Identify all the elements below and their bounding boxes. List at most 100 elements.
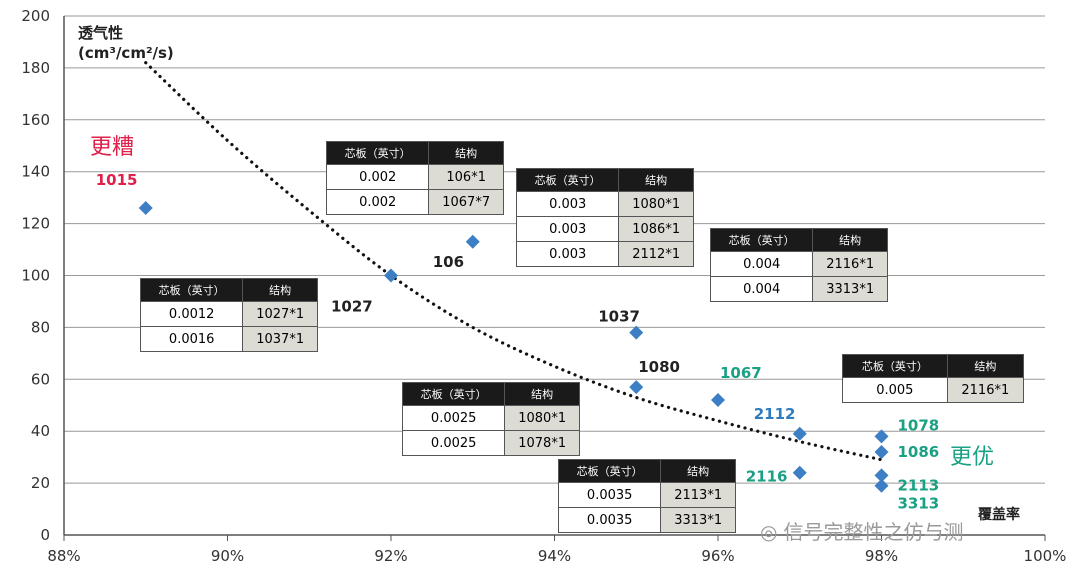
table-row: 0.0035 2113*1 bbox=[557, 482, 736, 508]
table-cell: 0.0025 bbox=[401, 405, 506, 431]
data-point-label: 1086 bbox=[898, 443, 940, 461]
x-tick-label: 96% bbox=[701, 547, 734, 565]
spec-table: 芯板（英寸） 结构 0.003 1080*1 0.003 1086*1 0.003 2112*… bbox=[515, 168, 694, 267]
table-cell: 0.003 bbox=[515, 216, 620, 242]
spec-table: 芯板（英寸） 结构 0.005 2116*1 bbox=[842, 354, 1025, 403]
table-row: 0.002 1067*7 bbox=[325, 189, 504, 215]
table-row: 0.0025 1080*1 bbox=[401, 405, 580, 431]
table-cell: 2113*1 bbox=[660, 482, 736, 508]
table-row: 0.004 3313*1 bbox=[709, 276, 888, 302]
data-point-marker bbox=[465, 234, 480, 249]
table-cell: 0.003 bbox=[515, 191, 620, 217]
data-point-marker bbox=[874, 478, 889, 493]
table-header-cell: 结构 bbox=[812, 228, 888, 252]
watermark: ◎ 信号完整性之仿与测 bbox=[760, 516, 963, 545]
y-axis-label-line2: (cm³/cm²/s) bbox=[78, 44, 174, 62]
grid-lines bbox=[63, 15, 1045, 536]
y-tick-label: 20 bbox=[31, 474, 50, 492]
data-point-marker bbox=[629, 325, 644, 340]
table-cell: 1080*1 bbox=[504, 405, 580, 431]
table-header-cell: 结构 bbox=[504, 382, 580, 406]
table-cell: 2116*1 bbox=[946, 377, 1025, 403]
table-cell: 0.002 bbox=[325, 164, 430, 190]
data-point-label: 1080 bbox=[638, 358, 680, 376]
table-cell: 0.005 bbox=[842, 377, 948, 403]
table-cell: 1067*7 bbox=[428, 189, 504, 215]
wechat-icon: ◎ bbox=[760, 520, 778, 544]
data-point-label: 1027 bbox=[331, 298, 373, 316]
x-tick-label: 88% bbox=[47, 547, 80, 565]
y-tick-label: 180 bbox=[21, 59, 50, 77]
table-header-cell: 芯板（英寸） bbox=[842, 354, 948, 378]
y-tick-label: 0 bbox=[40, 526, 50, 544]
data-point-label: 2112 bbox=[754, 405, 796, 423]
spec-table: 芯板（英寸） 结构 0.0035 2113*1 0.0035 3313*1 bbox=[557, 459, 736, 533]
y-tick-label: 40 bbox=[31, 422, 50, 440]
data-point-label: 1078 bbox=[898, 416, 940, 434]
table-header-cell: 结构 bbox=[660, 459, 736, 483]
data-point-marker bbox=[711, 393, 725, 408]
table-header-cell: 结构 bbox=[428, 141, 504, 165]
data-point-marker bbox=[138, 201, 153, 216]
table-cell: 0.002 bbox=[325, 189, 430, 215]
x-tick-labels: 88% 90% 92% 94% 96% 98% 100% bbox=[47, 535, 1066, 565]
x-tick-label: 90% bbox=[211, 547, 244, 565]
table-row: 0.005 2116*1 bbox=[842, 377, 1025, 403]
data-point-marker bbox=[384, 268, 398, 283]
y-tick-label: 160 bbox=[21, 111, 50, 129]
x-axis-label: 覆盖率 bbox=[978, 506, 1020, 523]
x-tick-label: 92% bbox=[374, 547, 407, 565]
table-cell: 1037*1 bbox=[242, 326, 318, 352]
table-cell: 2112*1 bbox=[618, 241, 694, 267]
x-tick-label: 100% bbox=[1024, 547, 1067, 565]
table-cell: 1078*1 bbox=[504, 430, 580, 456]
table-header-cell: 结构 bbox=[242, 278, 318, 302]
table-row: 0.0035 3313*1 bbox=[557, 507, 736, 533]
table-cell: 0.0035 bbox=[557, 507, 662, 533]
y-tick-label: 80 bbox=[31, 318, 50, 336]
y-tick-label: 60 bbox=[31, 370, 50, 388]
watermark-text: 信号完整性之仿与测 bbox=[783, 520, 964, 544]
data-points bbox=[138, 201, 889, 493]
table-cell: 3313*1 bbox=[660, 507, 736, 533]
x-tick-label: 98% bbox=[865, 547, 898, 565]
y-tick-label: 100 bbox=[21, 267, 50, 285]
data-point-marker bbox=[874, 444, 889, 459]
table-row: 0.0012 1027*1 bbox=[139, 301, 318, 327]
table-cell: 0.004 bbox=[709, 276, 814, 302]
table-cell: 1027*1 bbox=[242, 301, 318, 327]
table-header-cell: 芯板（英寸） bbox=[557, 459, 662, 483]
table-row: 0.004 2116*1 bbox=[709, 251, 888, 277]
table-cell: 0.0035 bbox=[557, 482, 662, 508]
data-point-marker bbox=[792, 465, 807, 480]
data-point-marker bbox=[792, 426, 807, 441]
data-point-marker bbox=[874, 429, 889, 444]
x-tick-label: 94% bbox=[538, 547, 571, 565]
table-header-cell: 芯板（英寸） bbox=[139, 278, 244, 302]
data-point-marker bbox=[874, 468, 889, 483]
data-point-label: 2113 bbox=[898, 476, 940, 494]
table-row: 0.003 1086*1 bbox=[515, 216, 694, 242]
y-tick-label: 200 bbox=[21, 7, 50, 25]
data-point-label: 1015 bbox=[96, 171, 138, 189]
table-row: 0.0016 1037*1 bbox=[139, 326, 318, 352]
table-cell: 0.0012 bbox=[139, 301, 244, 327]
trend-curve bbox=[144, 61, 884, 462]
data-point-label: 2116 bbox=[746, 468, 788, 486]
table-header-cell: 芯板（英寸） bbox=[325, 141, 430, 165]
better-annotation: 更优 bbox=[950, 445, 994, 470]
table-header-cell: 结构 bbox=[618, 168, 694, 192]
data-point-label: 1037 bbox=[598, 308, 640, 326]
spec-table: 芯板（英寸） 结构 0.0012 1027*1 0.0016 1037*1 bbox=[139, 278, 318, 352]
table-cell: 106*1 bbox=[428, 164, 504, 190]
table-cell: 0.0016 bbox=[139, 326, 244, 352]
table-cell: 0.004 bbox=[709, 251, 814, 277]
table-cell: 2116*1 bbox=[812, 251, 888, 277]
table-cell: 1086*1 bbox=[618, 216, 694, 242]
y-axis-label-line1: 透气性 bbox=[78, 24, 123, 42]
table-row: 0.003 1080*1 bbox=[515, 191, 694, 217]
table-header-cell: 结构 bbox=[946, 354, 1025, 378]
data-point-label: 106 bbox=[433, 253, 464, 271]
data-point-label: 3313 bbox=[898, 495, 940, 513]
